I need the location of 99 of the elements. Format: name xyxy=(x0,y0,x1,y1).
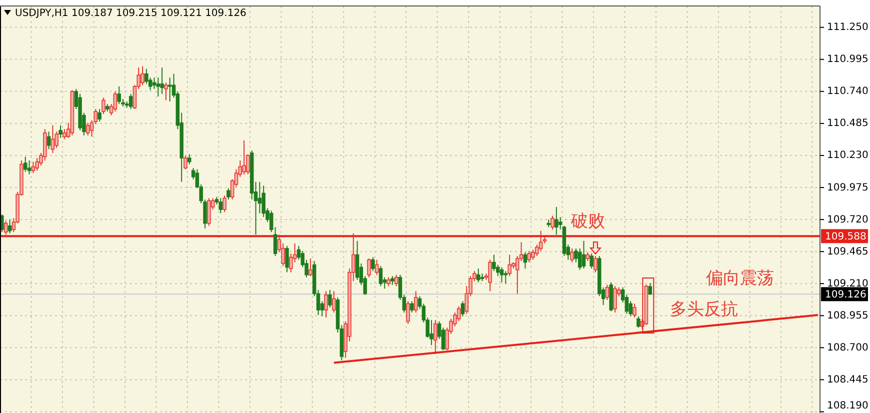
candlestick xyxy=(273,226,278,256)
candlestick xyxy=(527,250,531,263)
candlestick xyxy=(504,270,508,284)
candlestick xyxy=(516,255,520,294)
candlestick xyxy=(414,290,418,314)
candlestick xyxy=(378,266,383,287)
ytick-label: 109.720 xyxy=(827,214,868,226)
candlestick xyxy=(320,300,324,317)
candlestick xyxy=(24,156,28,172)
candlestick xyxy=(54,131,58,148)
candlestick xyxy=(62,128,66,140)
candlestick xyxy=(566,244,570,260)
ytick-label: 109.975 xyxy=(827,182,868,194)
candlestick xyxy=(285,245,289,273)
ref-label: 109.588 xyxy=(821,229,868,244)
candlestick xyxy=(550,215,554,230)
candlestick xyxy=(117,86,121,104)
candlestick xyxy=(430,320,434,346)
ref-line-label: 109.126 xyxy=(825,289,866,300)
candlestick xyxy=(58,124,62,138)
candlestick xyxy=(374,259,379,276)
candlestick xyxy=(242,140,246,175)
ref-label: 109.126 xyxy=(821,287,868,302)
candlestick xyxy=(402,294,406,314)
ytick-label: 110.485 xyxy=(827,118,868,130)
ytick-label: 110.740 xyxy=(827,86,868,98)
ytick-label: 108.955 xyxy=(827,310,868,322)
candlestick xyxy=(140,66,144,86)
candlestick xyxy=(262,185,266,218)
ytick-label: 110.995 xyxy=(827,54,868,66)
candlestick xyxy=(578,248,582,270)
candlestick xyxy=(460,300,465,317)
title: USDJPY,H1 109.187 109.215 109.121 109.126 xyxy=(15,8,246,19)
candlestick xyxy=(324,290,328,318)
candlestick xyxy=(328,289,332,308)
candlestick xyxy=(590,252,594,270)
candlestick xyxy=(98,108,102,122)
candlestick xyxy=(102,97,106,115)
candlestick xyxy=(160,67,164,94)
candlestick xyxy=(582,240,586,270)
candlestick xyxy=(628,300,632,317)
ytick-label: 110.230 xyxy=(827,150,868,162)
candlestick xyxy=(554,206,558,236)
candlestick xyxy=(210,198,215,210)
candlestick xyxy=(168,77,172,102)
ytick-label: 108.190 xyxy=(827,400,868,412)
candlestick xyxy=(492,254,496,272)
annotation: 破败 xyxy=(571,212,605,232)
candlestick xyxy=(488,259,492,292)
candlestick xyxy=(270,210,274,233)
ytick-label: 108.700 xyxy=(827,342,868,354)
candlestick xyxy=(31,161,36,174)
candlestick xyxy=(410,300,414,314)
candlestick xyxy=(500,266,504,283)
candlestick xyxy=(570,248,574,263)
candlestick xyxy=(128,93,133,110)
candlestick xyxy=(156,77,160,97)
candlestick xyxy=(113,90,118,112)
candlestick xyxy=(222,195,226,213)
annotation: 多头反抗 xyxy=(670,300,738,320)
candlestick xyxy=(164,82,168,101)
candlestick xyxy=(371,256,375,272)
annotation: 偏向震荡 xyxy=(706,268,774,289)
ref-line-label: 109.588 xyxy=(825,231,866,242)
ytick-label: 109.465 xyxy=(827,246,868,258)
candlestick xyxy=(50,124,55,154)
candlestick xyxy=(136,67,140,90)
candlestick xyxy=(218,198,222,214)
candlestick xyxy=(605,284,610,300)
candlestick xyxy=(184,154,188,170)
candlestick xyxy=(367,258,371,278)
candlestick xyxy=(636,316,640,328)
ytick-label: 111.250 xyxy=(827,22,868,34)
candlestick xyxy=(632,303,636,318)
candlestick xyxy=(35,157,39,172)
ytick-label: 108.445 xyxy=(827,374,868,386)
candlestick xyxy=(394,274,398,287)
candlestick xyxy=(43,128,47,162)
candlestick xyxy=(382,276,386,290)
candlestick xyxy=(188,154,192,165)
candlestick xyxy=(508,254,512,277)
candlestick xyxy=(8,219,12,234)
candlestick xyxy=(434,320,438,354)
candlestick xyxy=(46,131,51,150)
candlestick xyxy=(476,268,480,283)
candlestick xyxy=(558,216,562,230)
candlestick xyxy=(613,286,617,314)
ytick-label: 109.210 xyxy=(827,278,868,290)
candlestick xyxy=(226,188,230,200)
candlestick xyxy=(594,255,598,273)
candlestick xyxy=(207,198,211,226)
candlestick xyxy=(4,220,8,236)
candlestick xyxy=(308,258,312,277)
candlestick xyxy=(406,300,410,324)
candlestick xyxy=(27,160,32,175)
candlestick xyxy=(648,282,652,296)
candlestick xyxy=(332,290,336,314)
candlestick xyxy=(86,122,90,136)
candlestick xyxy=(523,252,528,270)
